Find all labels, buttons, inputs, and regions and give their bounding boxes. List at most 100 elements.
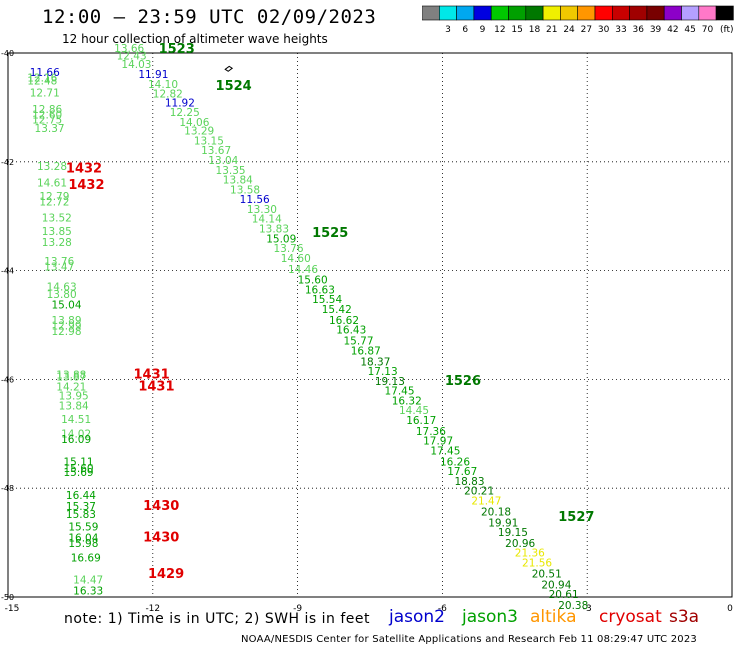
wave-height-value: 14.60 (281, 253, 311, 265)
wave-height-value: 13.89 (51, 315, 81, 327)
wave-height-value: 19.91 (488, 517, 518, 529)
legend-tick-label: 27 (581, 25, 592, 35)
wave-height-value: 12.16 (27, 72, 57, 84)
legend-tick-label: 30 (598, 25, 610, 35)
satellite-legend-cryosat: cryosat (599, 607, 662, 627)
wave-height-value: 12.82 (153, 89, 183, 101)
wave-height-value: 13.76 (44, 256, 74, 268)
wave-height-value: 13.35 (216, 165, 246, 177)
wave-height-value: 19.15 (498, 527, 528, 539)
wave-height-value: 16.17 (406, 415, 436, 427)
credit-footer: NOAA/NESDIS Center for Satellite Applica… (241, 634, 697, 645)
wave-height-value: 15.09 (266, 233, 296, 245)
wave-height-value: 20.51 (532, 568, 562, 580)
wave-height-value: 13.84 (59, 400, 89, 412)
chart-title: 12:00 – 23:59 UTC 02/09/2023 (42, 6, 377, 28)
wave-height-value: 21.56 (522, 558, 552, 570)
legend-tick-label: 3 (445, 25, 451, 35)
wave-height-value: 13.47 (44, 262, 74, 274)
wave-height-value: 16.63 (305, 284, 335, 296)
pass-time-label: 1526 (445, 374, 481, 389)
wave-height-value: 21.36 (515, 548, 545, 560)
wave-height-value: 16.69 (71, 553, 101, 565)
satellite-legend-altika: altika (530, 607, 577, 627)
wave-height-value: 13.85 (42, 226, 72, 238)
wave-height-value: 16.04 (68, 533, 98, 545)
island-outline (224, 65, 234, 72)
wave-height-value: 18.37 (360, 356, 390, 368)
wave-height-value: 15.11 (64, 456, 94, 468)
pass-time-label: 1527 (558, 510, 594, 525)
wave-height-value: 15.59 (68, 522, 98, 534)
wave-height-value: 20.61 (549, 589, 579, 601)
wave-height-value: 11.91 (138, 69, 168, 81)
wave-height-value: 15.83 (66, 509, 96, 521)
wave-height-value: 15.04 (51, 300, 81, 312)
longitude-tick-label: -15 (5, 604, 20, 614)
wave-height-value: 18.83 (454, 476, 484, 488)
wave-height-value: 17.67 (447, 466, 477, 478)
wave-height-value: 12.75 (32, 115, 62, 127)
pass-time-label: 1432 (66, 162, 102, 177)
wave-height-value: 13.76 (273, 243, 303, 255)
wave-height-value: 15.60 (64, 463, 94, 475)
legend-tick-label: 6 (462, 25, 468, 35)
wave-height-value: 14.46 (288, 264, 318, 276)
latitude-tick-label: -48 (1, 484, 14, 493)
wave-height-value: 13.28 (42, 237, 72, 249)
wave-height-value: 13.80 (47, 289, 77, 301)
wave-height-value: 17.97 (423, 436, 453, 448)
legend-tick-label: 15 (511, 25, 522, 35)
wave-height-value: 15.60 (298, 275, 328, 287)
wave-height-value: 13.29 (184, 126, 214, 138)
satellite-legend-s3a: s3a (669, 607, 700, 627)
legend-tick-label: 9 (480, 25, 486, 35)
pass-time-label: 1429 (148, 567, 184, 582)
wave-height-value: 13.67 (201, 145, 231, 157)
latitude-tick-label: -44 (1, 267, 14, 276)
wave-height-value: 17.13 (368, 366, 398, 378)
wave-height-legend: 3 6 9 12 15 18 21 24 27 30 33 36 39 42 45 70 (ft) (422, 5, 734, 35)
wave-height-value: 14.47 (73, 574, 103, 586)
pass-time-label: 1430 (143, 499, 179, 514)
wave-height-value: 14.03 (121, 59, 151, 71)
wave-height-value: 13.83 (259, 224, 289, 236)
wave-height-value: 14.51 (61, 414, 91, 426)
legend-tick-label: 45 (684, 25, 695, 35)
wave-height-value: 16.62 (329, 315, 359, 327)
wave-height-value: 11.66 (30, 67, 60, 79)
legend-tick-label: 33 (615, 25, 626, 35)
longitude-tick-label: -9 (293, 604, 302, 614)
pass-time-label: 1430 (143, 531, 179, 546)
wave-height-value: 14.10 (148, 79, 178, 91)
wave-height-value: 13.84 (223, 175, 253, 187)
wave-height-value: 16.26 (440, 456, 470, 468)
legend-tick-label: 39 (650, 25, 662, 35)
wave-height-value: 14.21 (56, 381, 86, 393)
wave-height-value: 20.18 (481, 506, 511, 518)
wave-height-value: 13.30 (247, 204, 277, 216)
legend-tick-label: 70 (702, 25, 714, 35)
wave-height-value: 12.86 (32, 104, 62, 116)
pass-time-label: 1523 (159, 42, 195, 57)
legend-swatch (715, 5, 734, 21)
longitude-tick-label: 0 (727, 604, 733, 614)
wave-height-value: 12.71 (30, 88, 60, 100)
latitude-tick-label: -42 (1, 158, 14, 167)
wave-height-value: 13.58 (230, 184, 260, 196)
legend-tick-label: 36 (633, 25, 645, 35)
pass-time-label: 1525 (312, 226, 348, 241)
wave-height-value: 12.48 (27, 76, 57, 88)
legend-tick-label: 12 (494, 25, 505, 35)
wave-height-value: 12.72 (39, 196, 69, 208)
wave-height-value: 16.09 (61, 434, 91, 446)
satellite-legend-jason2: jason2 (389, 607, 445, 627)
wave-height-value: 12.79 (39, 191, 69, 203)
wave-height-value: 17.45 (430, 445, 460, 457)
wave-height-value: 13.04 (208, 155, 238, 167)
wave-height-value: 12.98 (51, 326, 81, 338)
legend-tick-label: 21 (546, 25, 557, 35)
wave-height-value: 16.32 (392, 395, 422, 407)
